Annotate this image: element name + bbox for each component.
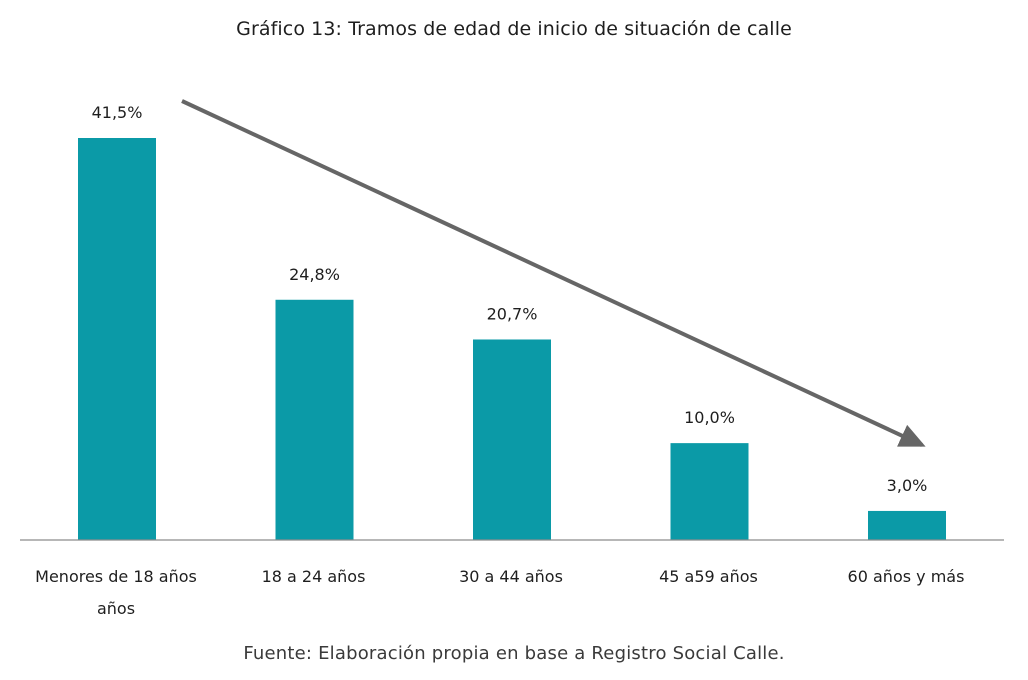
category-label: años [97, 599, 135, 618]
category-label: Menores de 18 años [35, 567, 197, 586]
category-label: 18 a 24 años [262, 567, 366, 586]
bar-value-label: 24,8% [289, 265, 340, 284]
chart-title: Gráfico 13: Tramos de edad de inicio de … [236, 18, 792, 40]
category-label: 45 a59 años [659, 567, 758, 586]
bar [275, 299, 354, 540]
trend-arrow [181, 99, 926, 447]
category-labels-group: Menores de 18 años años 18 a 24 años 30 a 4… [35, 567, 964, 618]
chart-source: Fuente: Elaboración propia en base a Reg… [243, 643, 785, 664]
value-labels-group: 41,5% 24,8% 20,7% 10,0% 3,0% [92, 103, 928, 495]
bar [670, 443, 749, 540]
bar-value-label: 10,0% [684, 408, 735, 427]
bar [868, 510, 946, 540]
bars-group [78, 138, 946, 540]
bar-value-label: 41,5% [92, 103, 143, 122]
category-label: 60 años y más [848, 567, 965, 586]
bar [78, 138, 156, 540]
bar [473, 339, 551, 540]
bar-value-label: 20,7% [487, 304, 538, 323]
bar-value-label: 3,0% [887, 476, 928, 495]
category-label: 30 a 44 años [459, 567, 563, 586]
